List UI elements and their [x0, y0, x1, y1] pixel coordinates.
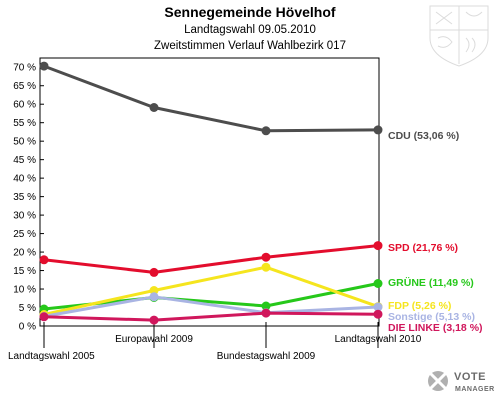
y-tick-label: 40 % — [13, 174, 36, 185]
x-tick-label: Landtagswahl 2010 — [335, 334, 422, 345]
data-point — [373, 241, 383, 251]
data-point — [261, 308, 271, 318]
series-die-linke — [39, 308, 383, 325]
series-spd — [39, 241, 383, 277]
series-end-label: FDP (5,26 %) — [388, 300, 451, 312]
data-point — [373, 125, 383, 135]
y-tick-label: 60 % — [13, 100, 36, 111]
y-tick-label: 45 % — [13, 155, 36, 166]
y-tick-label: 25 % — [13, 229, 36, 240]
series-end-label: DIE LINKE (3,18 %) — [388, 322, 483, 334]
y-tick-label: 10 % — [13, 285, 36, 296]
y-tick-label: 30 % — [13, 211, 36, 222]
x-tick-label: Landtagswahl 2005 — [8, 351, 95, 362]
logo-sub: MANAGER — [455, 386, 495, 393]
x-tick-label: Bundestagswahl 2009 — [217, 351, 316, 362]
x-axis: Landtagswahl 2005 Europawahl 2009 Bundesta… — [8, 322, 422, 362]
data-point — [373, 302, 383, 312]
y-tick-label: 55 % — [13, 118, 36, 129]
series-line — [43, 265, 379, 316]
data-point — [39, 312, 49, 322]
nrw-coat-of-arms-icon — [429, 5, 489, 67]
data-point — [261, 262, 271, 272]
series-end-label: Sonstige (5,13 %) — [388, 311, 475, 323]
data-point — [373, 309, 383, 319]
x-tick-label: Europawahl 2009 — [115, 334, 193, 345]
series-end-label: SPD (21,76 %) — [388, 242, 458, 254]
series-cdu — [39, 61, 383, 136]
data-point — [149, 103, 159, 112]
end-labels: CDU (53,06 %) SPD (21,76 %) GRÜNE (11,49 %… — [388, 130, 483, 334]
logo-name: VOTE — [454, 371, 486, 383]
data-point — [261, 301, 271, 311]
y-tick-label: 35 % — [13, 192, 36, 203]
y-tick-label: 20 % — [13, 248, 36, 259]
data-point — [149, 286, 159, 295]
data-point — [261, 126, 271, 136]
series-end-label: GRÜNE (11,49 %) — [388, 276, 474, 289]
data-point — [149, 292, 159, 302]
y-tick-label: 65 % — [13, 81, 36, 92]
data-point — [261, 252, 271, 262]
plot-frame — [39, 57, 380, 327]
chart-title: Sennegemeinde Hövelhof — [164, 4, 335, 20]
series-line — [43, 244, 379, 274]
data-point — [149, 315, 159, 325]
y-tick-label: 5 % — [19, 303, 36, 314]
series-line — [43, 311, 379, 322]
y-tick-label: 50 % — [13, 137, 36, 148]
data-point — [149, 267, 159, 277]
chart-subtitle: Landtagswahl 09.05.2010 — [184, 24, 316, 36]
vote-manager-logo: VOTE MANAGER — [428, 371, 495, 393]
y-tick-label: 0 % — [19, 322, 36, 333]
y-axis: 0 % 5 % 10 % 15 % 20 % 25 % 30 % 35 % 40 % 45 % 50… — [13, 63, 44, 333]
data-point — [39, 255, 49, 265]
y-tick-label: 15 % — [13, 266, 36, 277]
series-line — [43, 295, 379, 318]
vote-manager-x-icon — [428, 371, 448, 391]
series-layer — [39, 61, 383, 325]
data-point — [39, 61, 49, 71]
series-end-label: CDU (53,06 %) — [388, 130, 459, 142]
series-line — [43, 64, 379, 133]
y-tick-label: 70 % — [13, 63, 36, 74]
chart-subtitle-2: Zweitstimmen Verlauf Wahlbezirk 017 — [154, 40, 346, 52]
data-point — [373, 279, 383, 288]
